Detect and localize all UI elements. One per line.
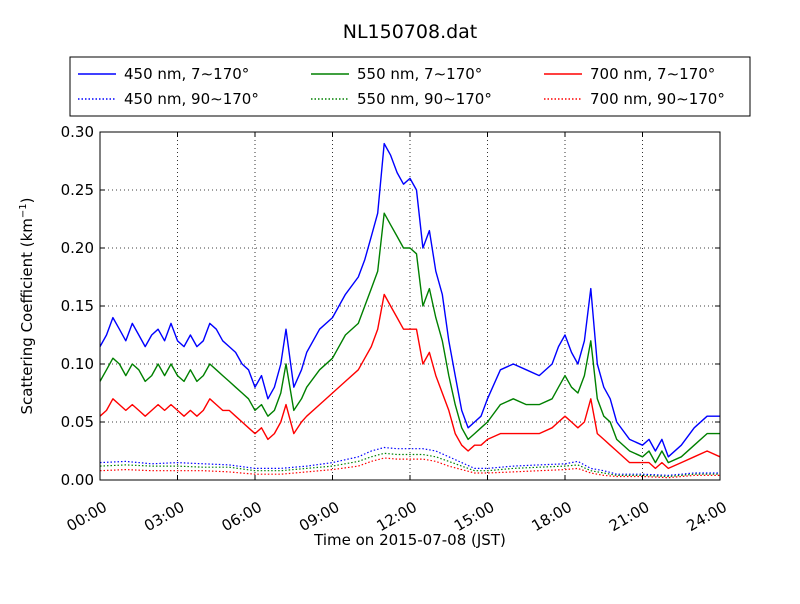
series-line-1	[99, 212, 720, 464]
legend-label-3: 450 nm, 90∼170°	[124, 90, 259, 108]
series-line-4	[99, 452, 720, 478]
y-axis-label-close: )	[18, 197, 36, 203]
legend-entries: 450 nm, 7∼170° 550 nm, 7∼170° 700 nm, 7∼17…	[78, 65, 725, 108]
legend-label-1: 550 nm, 7∼170°	[357, 65, 482, 83]
y-tick-label: 0.00	[61, 471, 94, 489]
x-tick-label: 03:00	[141, 498, 187, 535]
series-line-5	[99, 457, 720, 479]
x-tick-label: 09:00	[296, 498, 342, 535]
y-axis-label-text: Scattering Coefficient (km	[18, 218, 36, 414]
grid-lines	[100, 132, 720, 480]
y-tick-label: 0.10	[61, 355, 94, 373]
y-tick-label: 0.05	[61, 413, 94, 431]
legend-label-5: 700 nm, 90∼170°	[590, 90, 725, 108]
series-line-3	[99, 446, 720, 476]
series-line-2	[99, 293, 721, 470]
axis-ticks: 00:00 03:00 06:00 09:00 12:00 15:00 18:00 21:00…	[61, 123, 730, 535]
legend-label-2: 700 nm, 7∼170°	[590, 65, 715, 83]
y-tick-label: 0.20	[61, 239, 94, 257]
x-tick-label: 00:00	[64, 498, 110, 535]
chart-title: NL150708.dat	[343, 21, 478, 43]
x-tick-label: 12:00	[374, 498, 420, 535]
y-tick-label: 0.30	[61, 123, 94, 141]
x-tick-label: 18:00	[529, 498, 575, 535]
y-tick-label: 0.15	[61, 297, 94, 315]
legend-box	[69, 56, 751, 117]
x-tick-label: 24:00	[684, 498, 730, 535]
x-tick-label: 15:00	[451, 498, 497, 535]
x-axis-label: Time on 2015-07-08 (JST)	[313, 531, 506, 549]
series-line-0	[99, 142, 720, 458]
x-tick-label: 06:00	[219, 498, 265, 535]
legend-label-0: 450 nm, 7∼170°	[124, 65, 249, 83]
legend: 450 nm, 7∼170° 550 nm, 7∼170° 700 nm, 7∼17…	[69, 56, 751, 117]
legend-label-4: 550 nm, 90∼170°	[357, 90, 492, 108]
series-lines	[99, 142, 721, 479]
x-tick-label: 21:00	[606, 498, 652, 535]
y-axis-label: Scattering Coefficient (km−1)	[18, 197, 36, 414]
y-tick-label: 0.25	[61, 181, 94, 199]
y-axis-label-sup: −1	[18, 203, 29, 218]
